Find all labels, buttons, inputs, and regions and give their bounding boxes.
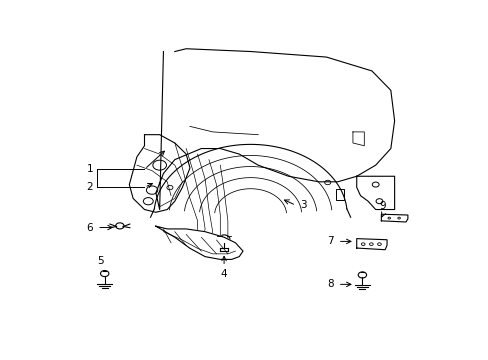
Text: 1: 1 (86, 164, 93, 174)
Polygon shape (156, 226, 243, 260)
Text: 6: 6 (86, 222, 93, 233)
Text: 8: 8 (326, 279, 333, 289)
Text: 5: 5 (97, 256, 103, 266)
Polygon shape (381, 214, 407, 222)
Text: 9: 9 (379, 201, 386, 211)
Bar (335, 189, 344, 200)
Polygon shape (356, 239, 386, 250)
Text: 2: 2 (86, 183, 93, 192)
Text: 3: 3 (299, 201, 306, 210)
Text: 4: 4 (220, 269, 227, 279)
Text: 7: 7 (326, 237, 333, 246)
